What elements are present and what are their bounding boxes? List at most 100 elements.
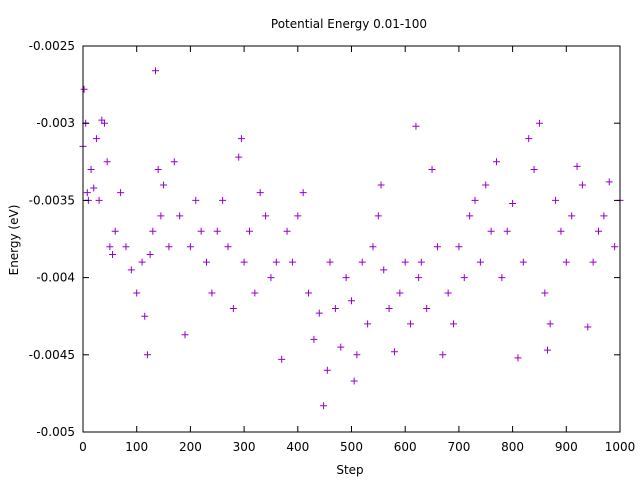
data-point [326, 258, 334, 266]
data-point [541, 289, 549, 297]
data-point [262, 212, 270, 220]
data-point [133, 289, 141, 297]
data-point [294, 212, 302, 220]
data-point [337, 343, 345, 351]
data-point [245, 227, 253, 235]
data-point [423, 304, 431, 312]
data-point [127, 266, 135, 274]
y-tick-label: -0.0035 [29, 193, 75, 207]
y-axis-label: Energy (eV) [7, 205, 21, 276]
data-point [417, 258, 425, 266]
data-point [165, 243, 173, 251]
plot-frame [82, 45, 621, 433]
data-point [578, 181, 586, 189]
data-point [305, 289, 313, 297]
data-point [589, 258, 597, 266]
data-point [80, 85, 88, 93]
data-point [95, 196, 103, 204]
data-point [492, 158, 500, 166]
data-point [519, 258, 527, 266]
data-point [487, 227, 495, 235]
data-point [412, 122, 420, 130]
data-point [390, 348, 398, 356]
data-point [203, 258, 211, 266]
data-point [595, 227, 603, 235]
data-point [224, 243, 232, 251]
data-point [154, 166, 162, 174]
data-point [87, 166, 95, 174]
data-point [525, 135, 533, 143]
data-point [157, 212, 165, 220]
data-point [348, 297, 355, 305]
y-axis: -0.005 -0.0045 -0.004 -0.0035 -0.003 -0.0025 [29, 39, 620, 439]
data-point [350, 377, 358, 385]
data-point [605, 178, 613, 186]
x-tick-label: 900 [555, 440, 578, 454]
data-point [143, 351, 151, 359]
data-point [272, 258, 280, 266]
data-point [374, 212, 382, 220]
data-point [92, 135, 100, 143]
data-point [320, 402, 328, 410]
data-point [283, 227, 291, 235]
x-tick-label: 1000 [605, 440, 636, 454]
data-point [584, 323, 592, 331]
data-point [100, 119, 108, 127]
data-point [83, 189, 91, 197]
data-point [450, 320, 458, 328]
data-point [535, 119, 543, 127]
data-point [611, 243, 619, 251]
x-tick-label: 600 [394, 440, 417, 454]
data-point [600, 212, 608, 220]
data-point [251, 289, 259, 297]
x-tick-label: 200 [179, 440, 202, 454]
y-tick-label: -0.0045 [29, 348, 75, 362]
data-point [546, 320, 554, 328]
data-point [562, 258, 570, 266]
data-point [509, 199, 517, 207]
data-point [396, 289, 404, 297]
data-point [149, 227, 157, 235]
data-point [385, 304, 393, 312]
y-tick-label: -0.005 [36, 425, 75, 439]
data-point [428, 166, 436, 174]
data-points [79, 67, 624, 410]
data-point [237, 135, 245, 143]
x-tick-label: 400 [286, 440, 309, 454]
chart-title: Potential Energy 0.01-100 [271, 17, 427, 31]
data-point [476, 258, 484, 266]
data-point [514, 354, 522, 362]
data-point [138, 258, 146, 266]
y-tick-label: -0.004 [36, 271, 75, 285]
data-point [415, 274, 423, 282]
data-point [552, 196, 560, 204]
data-point [90, 184, 98, 192]
data-point [240, 258, 248, 266]
data-point [369, 243, 377, 251]
data-point [503, 227, 511, 235]
y-tick-label: -0.0025 [29, 39, 75, 53]
data-point [530, 166, 538, 174]
data-point [439, 351, 447, 359]
data-point [380, 266, 388, 274]
data-point [208, 289, 216, 297]
data-point [235, 153, 243, 161]
data-point [310, 335, 318, 343]
data-point [197, 227, 205, 235]
data-point [471, 196, 479, 204]
data-point [219, 196, 227, 204]
data-point [186, 243, 194, 251]
data-point [146, 250, 154, 258]
data-point [176, 212, 184, 220]
data-point [111, 227, 119, 235]
data-point [229, 304, 237, 312]
data-point [170, 158, 178, 166]
data-point [117, 189, 125, 197]
data-point [192, 196, 200, 204]
x-tick-label: 800 [501, 440, 524, 454]
data-point [377, 181, 385, 189]
data-point [401, 258, 409, 266]
x-tick-label: 700 [447, 440, 470, 454]
data-point [288, 258, 296, 266]
